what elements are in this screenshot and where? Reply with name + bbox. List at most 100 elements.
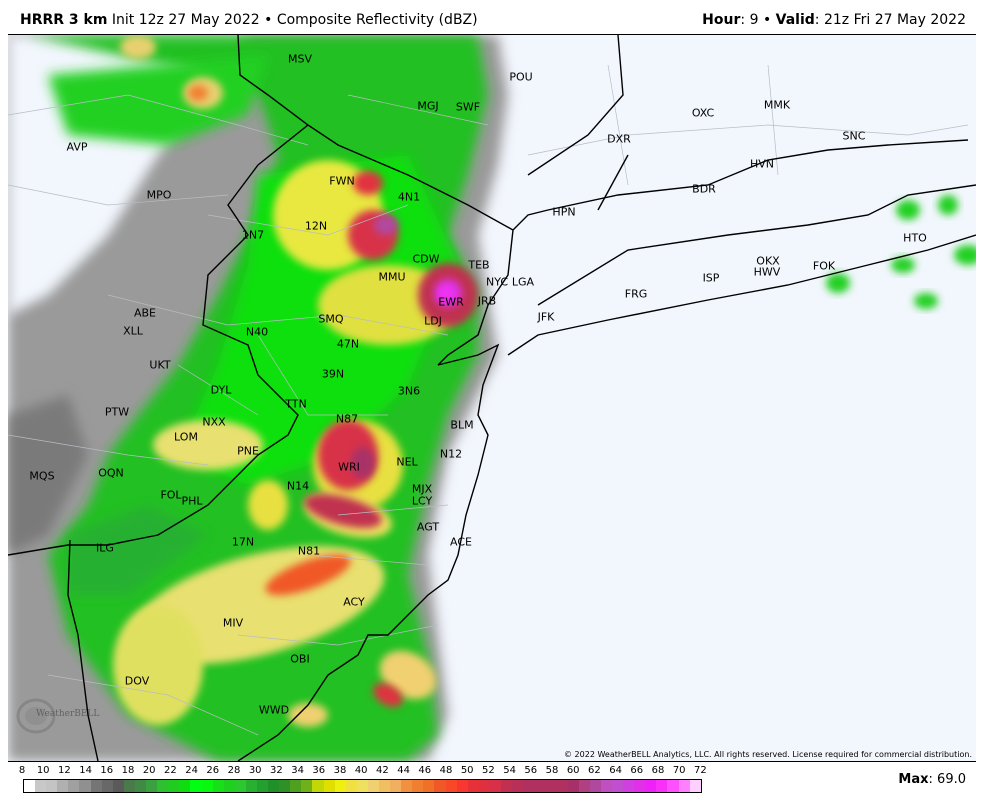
colorbar-tick: 12 bbox=[58, 765, 71, 776]
colorbar-cell bbox=[223, 780, 235, 792]
colorbar-cell bbox=[512, 780, 524, 792]
colorbar-tick: 68 bbox=[651, 765, 665, 776]
colorbar-cell bbox=[334, 780, 346, 792]
colorbar-tick: 28 bbox=[227, 765, 241, 776]
reflectivity-map: MSV POU MGJ SWF OXC MMK SNC AVP DXR HVN MPO FWN 4N1 B… bbox=[8, 34, 976, 762]
colorbar-tick: 72 bbox=[694, 765, 707, 776]
reflectivity-cell bbox=[938, 195, 958, 215]
boundary-line bbox=[507, 234, 976, 356]
colorbar-tick: 42 bbox=[376, 765, 389, 776]
colorbar-cell bbox=[390, 780, 402, 792]
colorbar-cell bbox=[600, 780, 612, 792]
reflectivity-cell bbox=[353, 171, 383, 195]
station-label: LGA bbox=[511, 275, 535, 289]
station-label: 4N1 bbox=[397, 190, 421, 204]
colorbar-cell bbox=[268, 780, 280, 792]
station-label: PHL bbox=[181, 494, 203, 508]
county-border bbox=[8, 184, 229, 206]
station-label: PNE bbox=[237, 444, 259, 458]
init-time: Init 12z 27 May 2022 bbox=[111, 12, 260, 28]
reflectivity-cell bbox=[440, 287, 452, 299]
max-label: Max bbox=[898, 772, 929, 787]
colorbar-tick: 38 bbox=[333, 765, 347, 776]
county-border bbox=[8, 94, 309, 146]
county-border bbox=[527, 124, 969, 156]
station-label: EWR bbox=[438, 295, 464, 309]
station-label: ILG bbox=[96, 541, 114, 555]
reflectivity-field bbox=[8, 35, 976, 761]
station-label: PTW bbox=[104, 405, 130, 419]
colorbar-cell bbox=[423, 780, 435, 792]
separator: • bbox=[264, 12, 273, 28]
station-label: ISP bbox=[702, 271, 720, 285]
colorbar-cell bbox=[556, 780, 568, 792]
station-label: LCY bbox=[411, 494, 433, 508]
colorbar-tick: 60 bbox=[566, 765, 580, 776]
colorbar-cell bbox=[256, 780, 269, 792]
station-label: SMQ bbox=[318, 312, 344, 326]
station-label: N14 bbox=[286, 479, 310, 493]
reflectivity-cell bbox=[914, 293, 938, 309]
colorbar-tick: 16 bbox=[100, 765, 114, 776]
boundary-line bbox=[67, 539, 99, 761]
colorbar-cell bbox=[501, 780, 513, 792]
station-label: AGT bbox=[416, 520, 440, 534]
coastline bbox=[8, 35, 976, 761]
colorbar-tick: 24 bbox=[185, 765, 198, 776]
reflectivity-cell bbox=[288, 703, 328, 727]
county-border bbox=[767, 64, 779, 176]
colorbar-cell bbox=[157, 780, 169, 792]
colorbar-tick: 64 bbox=[609, 765, 622, 776]
colorbar-tick: 14 bbox=[79, 765, 92, 776]
colorbar-cell bbox=[379, 780, 391, 792]
station-label: NEL bbox=[396, 455, 418, 469]
boundary-line bbox=[597, 154, 629, 211]
station-label: OQN bbox=[98, 466, 124, 480]
boundary-line bbox=[527, 35, 624, 176]
colorbar bbox=[23, 779, 702, 793]
colorbar-cell bbox=[245, 780, 257, 792]
map-canvas bbox=[8, 35, 976, 761]
colorbar-tick: 62 bbox=[588, 765, 601, 776]
model-name: HRRR 3 km bbox=[20, 12, 108, 28]
colorbar-cell bbox=[545, 780, 557, 792]
max-number: 69.0 bbox=[937, 772, 966, 787]
colorbar-tick: 44 bbox=[397, 765, 410, 776]
colorbar-cell bbox=[146, 780, 158, 792]
colorbar-cell bbox=[456, 780, 468, 792]
reflectivity-cell bbox=[374, 215, 398, 235]
station-label: CDW bbox=[412, 252, 440, 266]
colorbar-tick: 54 bbox=[503, 765, 516, 776]
hour-label: Hour bbox=[702, 12, 741, 28]
colorbar-tick: 52 bbox=[482, 765, 495, 776]
station-label: TEB bbox=[468, 258, 490, 272]
reflectivity-cell bbox=[113, 605, 203, 725]
forecast-hour: 9 bbox=[749, 12, 759, 28]
colorbar-cell bbox=[301, 780, 313, 792]
colorbar-cell bbox=[656, 780, 668, 792]
county-border bbox=[8, 434, 209, 466]
colorbar-cell bbox=[234, 780, 246, 792]
colorbar-cell bbox=[356, 780, 368, 792]
boundary-line bbox=[237, 35, 514, 366]
reflectivity-cell bbox=[265, 554, 351, 596]
station-label: ABE bbox=[133, 306, 157, 320]
reflectivity-area bbox=[48, 55, 268, 145]
colorbar-cell bbox=[134, 780, 147, 792]
boundary-line bbox=[237, 343, 500, 761]
county-border bbox=[257, 334, 388, 416]
station-label: FOL bbox=[160, 488, 182, 502]
separator: • bbox=[762, 12, 772, 28]
reflectivity-area bbox=[68, 505, 208, 595]
station-label: OBI bbox=[290, 652, 310, 666]
weatherbell-logo: WeatherBELL bbox=[14, 691, 109, 741]
station-label: DXR bbox=[607, 132, 631, 146]
station-label: TTN bbox=[285, 397, 307, 411]
reflectivity-cell bbox=[373, 683, 403, 707]
station-label: HVN bbox=[749, 157, 775, 171]
valid-time: 21z Fri 27 May 2022 bbox=[823, 12, 966, 28]
colorbar-cell bbox=[290, 780, 302, 792]
reflectivity-cell bbox=[304, 493, 382, 529]
station-label: MJX bbox=[411, 482, 433, 496]
county-border bbox=[177, 364, 259, 416]
